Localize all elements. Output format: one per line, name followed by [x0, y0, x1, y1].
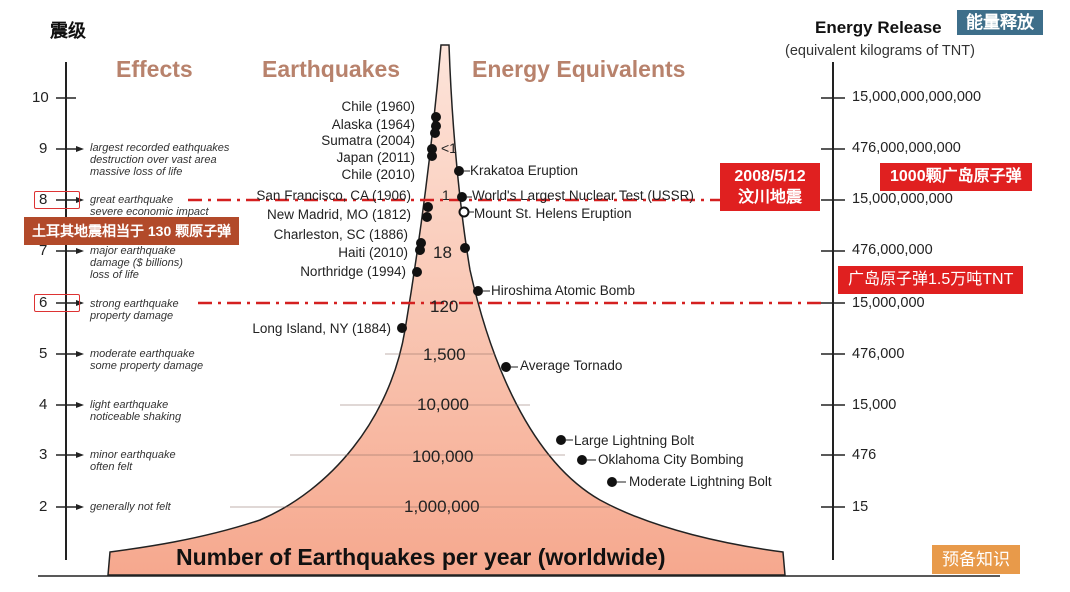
footer-title: Number of Earthquakes per year (worldwid… — [176, 544, 666, 570]
earthquake-label: Haiti (2010) — [338, 245, 408, 260]
hiroshima-1000-callout: 1000颗广岛原子弹 — [880, 163, 1032, 191]
count-label: 18 — [433, 243, 452, 262]
energy-release-header: Energy Release — [815, 18, 942, 37]
magnitude-label: 9 — [39, 140, 48, 157]
magnitude-label: 5 — [39, 345, 48, 362]
magnitude-label: 10 — [32, 89, 49, 106]
earthquake-label: Charleston, SC (1886) — [273, 227, 408, 242]
earthquake-label: Alaska (1964) — [331, 117, 415, 132]
magnitude-6-highlight-box — [34, 294, 80, 312]
count-label: <1 — [441, 140, 457, 156]
tnt-value-label: 15 — [852, 499, 869, 515]
energy-release-cn-badge: 能量释放 — [957, 10, 1043, 35]
tnt-value-label: 476 — [852, 447, 877, 463]
hiroshima-tnt-callout: 广岛原子弹1.5万吨TNT — [838, 266, 1024, 294]
tnt-value-label: 15,000,000,000,000 — [852, 89, 982, 105]
effect-description: generally not felt — [90, 501, 171, 513]
earthquake-label: Chile (1960) — [341, 99, 415, 114]
magnitude-label: 8 — [39, 191, 48, 208]
earthquake-label: Chile (2010) — [341, 167, 415, 182]
wenchuan-callout: 2008/5/12 汶川地震 — [720, 163, 820, 212]
effect-description: strong earthquake property damage — [90, 298, 179, 322]
earthquake-label: Japan (2011) — [336, 150, 415, 165]
magnitude-label: 6 — [39, 294, 48, 311]
energy-ticks — [821, 97, 845, 508]
effect-description: major earthquake damage ($ billions) los… — [90, 245, 183, 281]
count-label: 100,000 — [412, 447, 474, 466]
effect-description: light earthquake noticeable shaking — [90, 399, 182, 423]
energy-equivalent-label: Mount St. Helens Eruption — [474, 206, 632, 221]
tnt-value-label: 15,000,000,000 — [852, 191, 953, 207]
earthquakes-header: Earthquakes — [262, 56, 401, 82]
magnitude-ticks — [56, 97, 76, 508]
earthquake-label: Long Island, NY (1884) — [252, 321, 391, 336]
magnitude-cn-label: 震级 — [50, 21, 86, 41]
effect-description: moderate earthquake some property damage — [90, 348, 204, 372]
energy-equivalent-label: Average Tornado — [520, 358, 623, 373]
magnitude-label: 2 — [39, 498, 48, 515]
energy-equivalent-label: Large Lightning Bolt — [574, 433, 695, 448]
wenchuan-date: 2008/5/12 — [734, 168, 806, 185]
effect-description: great earthquake severe economic impact — [90, 194, 209, 218]
leader-lines — [464, 170, 626, 483]
energy-equivalent-label: Moderate Lightning Bolt — [629, 474, 772, 489]
earthquake-label: Sumatra (2004) — [321, 133, 415, 148]
earthquake-label: Northridge (1994) — [300, 264, 406, 279]
count-label: 1,000,000 — [404, 497, 480, 516]
energy-equivalent-label: Oklahoma City Bombing — [598, 452, 744, 467]
count-label: 1 — [442, 187, 450, 203]
energy-equivalent-label: World's Largest Nuclear Test (USSR) — [472, 188, 694, 203]
energy-equivalent-label: Hiroshima Atomic Bomb — [491, 283, 636, 298]
earthquake-dots — [397, 112, 441, 333]
energy-equivalent-label: Krakatoa Eruption — [470, 163, 579, 178]
earthquake-label: San Francisco, CA (1906) — [256, 188, 411, 203]
energy-equivalents-header: Energy Equivalents — [472, 56, 686, 82]
wenchuan-name: 汶川地震 — [737, 188, 802, 206]
tnt-value-label: 476,000,000 — [852, 242, 933, 258]
energy-unit-label: (equivalent kilograms of TNT) — [785, 43, 975, 59]
count-label: 120 — [430, 297, 459, 316]
energy-dots — [454, 166, 617, 487]
tnt-value-label: 15,000,000 — [852, 295, 925, 311]
prior-knowledge-badge: 预备知识 — [932, 545, 1020, 574]
effect-description: minor earthquake often felt — [90, 449, 176, 473]
turkey-callout: 土耳其地震相当于 130 颗原子弹 — [24, 217, 240, 245]
magnitude-label: 3 — [39, 446, 48, 463]
effect-description: largest recorded eathquakes destruction … — [90, 142, 230, 178]
tnt-value-label: 476,000 — [852, 346, 905, 362]
effect-arrows — [76, 146, 84, 510]
count-label: 10,000 — [417, 395, 469, 414]
tnt-value-label: 476,000,000,000 — [852, 140, 961, 156]
tnt-value-label: 15,000 — [852, 397, 897, 413]
count-guides — [230, 353, 610, 508]
earthquake-label: New Madrid, MO (1812) — [266, 207, 411, 222]
magnitude-label: 7 — [39, 242, 48, 259]
count-label: 1,500 — [423, 345, 466, 364]
magnitude-8-highlight-box — [34, 191, 80, 209]
magnitude-label: 4 — [39, 396, 48, 413]
effects-header: Effects — [116, 56, 193, 82]
